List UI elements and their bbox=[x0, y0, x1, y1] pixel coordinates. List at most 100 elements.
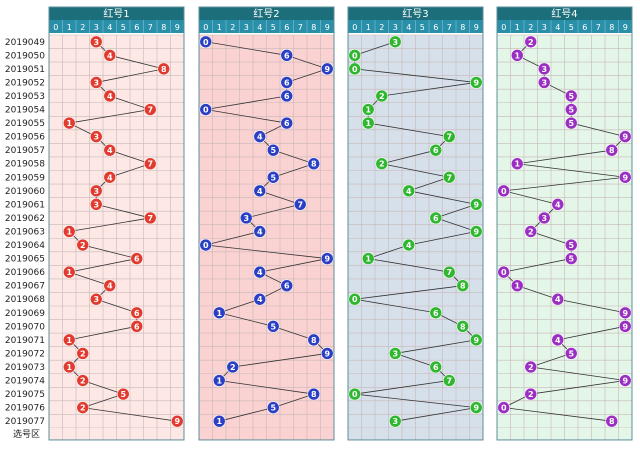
trend-segment bbox=[368, 122, 450, 138]
column-digit-label: 7 bbox=[148, 23, 153, 32]
number-ball-label: 2 bbox=[528, 227, 534, 236]
row-label: 2019057 bbox=[5, 146, 45, 156]
number-ball bbox=[524, 35, 538, 49]
number-ball bbox=[469, 76, 483, 89]
number-ball-label: 6 bbox=[284, 119, 290, 128]
number-ball-label: 4 bbox=[257, 133, 263, 142]
trend-segment bbox=[219, 298, 260, 314]
panel-border bbox=[496, 6, 633, 441]
number-ball-label: 7 bbox=[147, 160, 153, 169]
number-ball-label: 3 bbox=[541, 78, 547, 87]
column-digit-label: 1 bbox=[67, 23, 72, 32]
column-digit-label: 1 bbox=[515, 23, 520, 32]
row-label: 2019059 bbox=[5, 173, 45, 183]
number-ball bbox=[402, 238, 416, 252]
trend-segment bbox=[354, 298, 436, 314]
trend-segment bbox=[205, 95, 287, 110]
number-ball-label: 7 bbox=[446, 268, 452, 277]
column-digit-label: 2 bbox=[80, 23, 85, 32]
number-ball-label: 4 bbox=[555, 336, 561, 345]
trend-segment bbox=[530, 380, 626, 395]
number-ball-label: 4 bbox=[555, 295, 561, 304]
number-ball-label: 6 bbox=[134, 322, 140, 331]
row-label: 2019062 bbox=[5, 214, 45, 224]
number-ball-label: 5 bbox=[270, 173, 276, 182]
trend-segment bbox=[354, 285, 463, 300]
column-digit-label: 2 bbox=[379, 23, 384, 32]
column-digit-label: 4 bbox=[257, 23, 262, 32]
number-ball bbox=[388, 35, 402, 49]
number-ball-label: 1 bbox=[66, 363, 72, 372]
trend-segment bbox=[219, 312, 274, 327]
number-ball bbox=[469, 198, 483, 211]
number-ball bbox=[375, 157, 389, 171]
number-ball bbox=[402, 184, 416, 198]
column-digit-label: 3 bbox=[94, 23, 99, 32]
number-ball bbox=[497, 401, 511, 414]
row-label: 2019070 bbox=[5, 322, 45, 332]
number-ball bbox=[551, 198, 565, 211]
number-ball bbox=[266, 401, 280, 414]
column-digit-label: 1 bbox=[217, 23, 222, 32]
number-ball bbox=[280, 89, 294, 103]
trend-segment bbox=[435, 203, 477, 219]
number-ball bbox=[469, 401, 483, 414]
trend-segment bbox=[96, 298, 137, 314]
number-ball bbox=[89, 35, 103, 49]
number-ball-label: 6 bbox=[433, 363, 439, 372]
number-ball-label: 7 bbox=[297, 200, 303, 209]
number-ball bbox=[62, 116, 76, 130]
number-ball-label: 6 bbox=[284, 78, 290, 87]
number-ball-label: 9 bbox=[473, 200, 479, 209]
number-ball bbox=[130, 320, 144, 333]
number-ball bbox=[537, 62, 551, 76]
number-ball-label: 8 bbox=[609, 146, 615, 155]
row-label: 2019064 bbox=[5, 241, 45, 251]
number-ball-label: 3 bbox=[541, 65, 547, 74]
column-digit-label: 8 bbox=[609, 23, 614, 32]
column-digit-label: 7 bbox=[447, 23, 452, 32]
number-ball bbox=[442, 170, 456, 184]
number-ball bbox=[62, 333, 76, 347]
trend-segment bbox=[395, 353, 436, 368]
number-ball-label: 4 bbox=[257, 295, 263, 304]
panel-title: 红号3 bbox=[402, 7, 428, 20]
trend-segment bbox=[109, 149, 151, 165]
number-ball-label: 9 bbox=[324, 349, 330, 358]
number-ball-label: 3 bbox=[93, 133, 99, 142]
number-ball-label: 1 bbox=[66, 227, 72, 236]
number-ball bbox=[524, 360, 538, 374]
row-label: 2019054 bbox=[5, 106, 45, 116]
number-ball bbox=[618, 320, 632, 333]
number-ball-label: 7 bbox=[446, 377, 452, 386]
number-ball bbox=[510, 49, 524, 62]
number-ball-label: 8 bbox=[311, 160, 317, 169]
number-ball-label: 3 bbox=[392, 349, 398, 358]
trend-segment bbox=[571, 122, 626, 138]
trend-segment bbox=[517, 285, 558, 300]
number-ball bbox=[89, 130, 103, 143]
row-label: 2019053 bbox=[5, 92, 45, 102]
trend-segment bbox=[109, 163, 151, 178]
trend-segment bbox=[354, 380, 450, 395]
number-ball-label: 5 bbox=[568, 255, 574, 264]
row-label: 2019055 bbox=[5, 119, 45, 129]
number-ball-label: 4 bbox=[257, 227, 263, 236]
trend-segment bbox=[354, 68, 477, 83]
number-ball bbox=[388, 347, 402, 360]
number-ball-label: 2 bbox=[528, 38, 534, 47]
column-digit-label: 0 bbox=[501, 23, 506, 32]
number-ball bbox=[199, 35, 213, 49]
trend-segment bbox=[354, 41, 396, 56]
column-digit-label: 5 bbox=[420, 23, 425, 32]
number-ball-label: 7 bbox=[147, 106, 153, 115]
number-ball bbox=[62, 265, 76, 279]
number-ball bbox=[266, 143, 280, 157]
panel-title-bar bbox=[348, 7, 483, 20]
number-ball-label: 1 bbox=[365, 255, 371, 264]
number-ball bbox=[212, 374, 226, 387]
trend-segment bbox=[354, 393, 477, 409]
panel-title-bar bbox=[199, 7, 334, 20]
trend-segment bbox=[205, 109, 287, 124]
number-ball-label: 8 bbox=[161, 65, 167, 74]
